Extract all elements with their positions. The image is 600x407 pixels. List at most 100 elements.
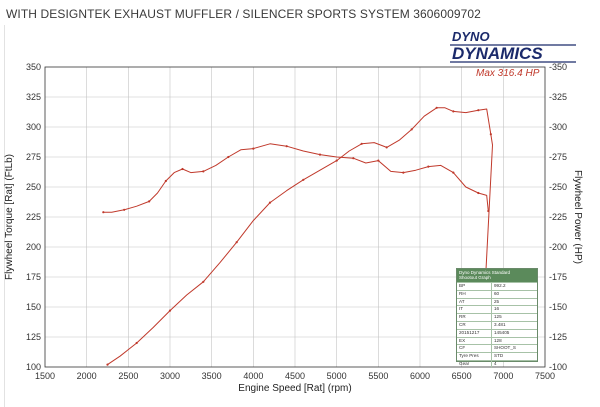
torque-point [352,157,355,160]
info-key: RR [457,314,492,321]
torque-point [318,153,322,156]
info-row: Gear 4 [457,359,537,368]
y-tick-label-right: -300 [549,122,567,132]
info-row: RR 125 [457,313,537,321]
info-row: CF SHOOT_S [457,344,537,353]
y-tick-label-left: 100 [26,362,41,372]
info-value: SHOOT_S [494,345,516,351]
power-point [477,109,480,112]
y-tick-label-left: 150 [26,302,41,312]
torque-point [252,147,255,150]
power-point [135,341,138,345]
y-tick-label-right: -350 [549,62,567,72]
x-tick-label: 7500 [535,371,555,381]
x-tick-label: 7000 [493,371,513,381]
info-row: EX 128 [457,336,537,345]
torque-point [123,208,126,211]
y-tick-label-left: 350 [26,62,41,72]
torque-point [285,145,288,148]
torque-point [227,155,230,159]
info-box-title: Dyno Dynamics Standard [459,270,511,275]
torque-curve [103,143,489,213]
info-row: AT 25 [457,297,537,306]
y-tick-label-left: 250 [26,182,41,192]
info-value: 16 [494,306,500,312]
y-tick-label-right: -100 [549,362,567,372]
power-curve [107,107,493,366]
info-box-header: Dyno Dynamics Standard Shootout Graph [457,269,537,282]
info-row: BP 992.2 [457,282,537,290]
x-tick-label: 1500 [35,371,55,381]
torque-point [148,200,151,203]
info-value: 60 [494,290,500,296]
power-point [168,309,172,312]
power-point [452,110,455,113]
info-value: 128 [494,337,502,343]
info-key: AT [457,298,492,306]
info-value: 125 [494,314,502,320]
power-point [235,241,238,244]
power-point [435,106,438,109]
info-value: 4 [494,360,497,366]
power-point [360,142,363,145]
info-row: RH 60 [457,289,537,298]
chart-axes [44,66,546,368]
info-key: CF [457,345,492,353]
y-tick-label-right: -275 [549,152,567,162]
torque-point [427,165,430,168]
y-tick-label-right: -175 [549,272,567,282]
torque-point [102,211,105,214]
info-value: 992.2 [494,283,506,288]
y-tick-label-right: -225 [549,212,567,222]
page-title: WITH DESIGNTEK EXHAUST MUFFLER / SILENCE… [6,7,481,21]
info-value: 25 [494,298,500,304]
torque-point [477,191,480,195]
x-tick-label: 4000 [243,371,263,381]
y-tick-label-right: -150 [549,302,567,312]
y-tick-label-right: -325 [549,92,567,102]
power-point [385,146,388,149]
max-power-label: Max 316.4 HP [476,68,540,79]
power-point [268,201,272,204]
x-tick-label: 4500 [285,371,305,381]
x-tick-label: 6000 [410,371,430,381]
y-tick-label-right: -250 [549,182,567,192]
power-point [335,159,338,162]
info-key: BP [457,283,492,290]
chart-series [102,106,493,366]
x-tick-label: 6500 [452,371,472,381]
torque-point [202,170,205,173]
logo-line2: DYNAMICS [452,44,543,63]
info-value: 145405 [494,329,510,335]
y-tick-label-left: 325 [26,92,41,102]
chart-labels: 1500 2000 2500 3000 3500 4000 4500 5000 5500 6000… [4,62,583,394]
y-tick-label-left: 225 [26,212,41,222]
info-key: 20151217 [457,329,492,337]
plot-frame [44,66,546,368]
info-key: Gear [457,360,492,368]
power-point [302,178,305,181]
torque-point [452,171,455,174]
torque-point [164,179,167,183]
x-tick-label: 2000 [77,371,97,381]
power-point [489,133,492,136]
info-row: Tyre Pres STD [457,352,537,360]
x-tick-label: 5500 [368,371,388,381]
y-tick-label-right: -200 [549,242,567,252]
x-tick-label: 5000 [327,371,347,381]
info-key: RH [457,290,492,298]
power-point [410,128,413,131]
info-row: IT 16 [457,305,537,314]
info-key: CR [457,321,492,329]
info-box-rows: BP 992.2 RH 60 AT 25 IT 16 RR 125 CR 3.481 20151217 1… [457,282,537,368]
info-value: STD [494,353,504,359]
dyno-dynamics-logo: DYNO DYNAMICS [450,29,576,63]
x-axis-title: Engine Speed [Rat] (rpm) [238,383,351,394]
x-tick-label: 2500 [118,371,138,381]
torque-point [402,171,405,174]
y-tick-label-left: 300 [26,122,41,132]
info-value: 3.481 [494,321,506,327]
info-key: Tyre Pres [457,353,492,360]
y-tick-label-left: 200 [26,242,41,252]
x-tick-label: 3000 [160,371,180,381]
